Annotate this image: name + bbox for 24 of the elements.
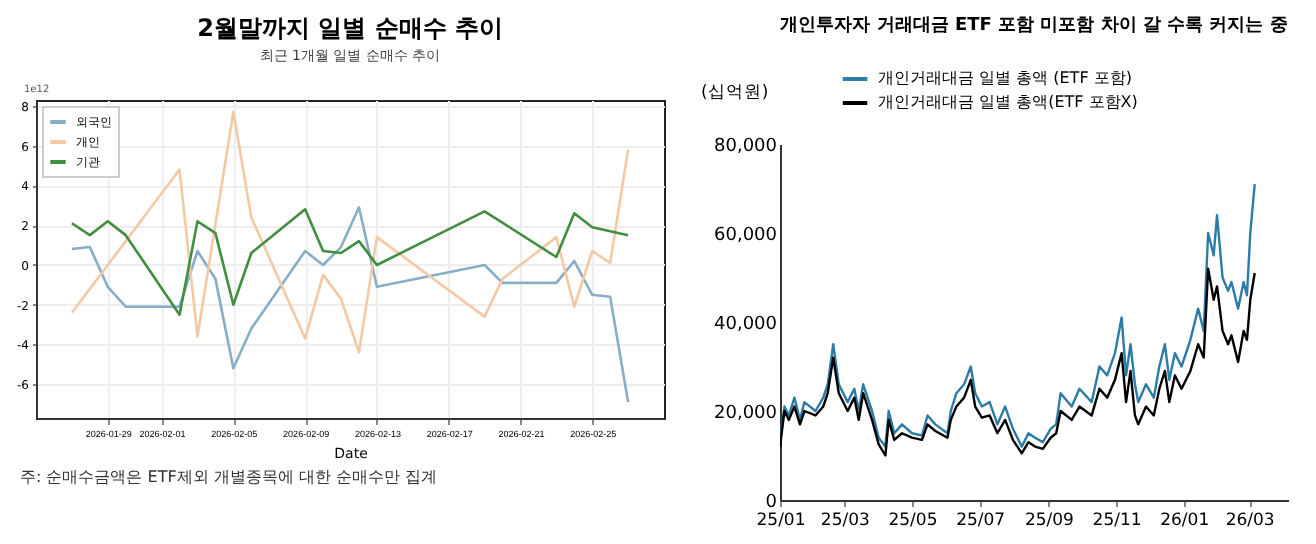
x-tick-label: 25/03 bbox=[820, 511, 870, 531]
x-tick-label: 25/09 bbox=[1024, 511, 1074, 531]
line-series bbox=[780, 182, 1256, 448]
y-tick-label: 80,000 bbox=[714, 137, 778, 157]
text: 주: 순매수금액은 ETF제외 개별종목에 대한 순매수만 집계 bbox=[20, 468, 439, 488]
y-axis-title: (십억원) bbox=[701, 83, 769, 103]
line-series bbox=[70, 110, 630, 354]
y-tick-label: 40,000 bbox=[714, 315, 778, 335]
y-tick-label: 60,000 bbox=[714, 226, 778, 246]
x-tick-label: 25/07 bbox=[956, 511, 1006, 531]
chart-title: 2월말까지 일별 순매수 추이 bbox=[197, 14, 503, 42]
x-tick-label: 25/05 bbox=[888, 511, 938, 531]
x-tick-label: 25/01 bbox=[756, 511, 806, 531]
x-tick-label: 26/01 bbox=[1160, 511, 1210, 531]
chart-title: 개인투자자 거래대금 ETF 포함 미포함 차이 갈 수록 커지는 중 bbox=[780, 16, 1288, 36]
y-tick-label: 0 bbox=[765, 493, 778, 513]
x-tick-label: 25/11 bbox=[1092, 511, 1142, 531]
line-series bbox=[70, 206, 630, 404]
legend-label: 개인거래대금 일별 총액 (ETF 포함) bbox=[878, 69, 1132, 87]
y-tick-label: 20,000 bbox=[714, 404, 778, 424]
legend-label: 개인거래대금 일별 총액(ETF 포함X) bbox=[878, 93, 1138, 111]
line-series bbox=[780, 267, 1256, 457]
x-tick-label: 26/03 bbox=[1225, 511, 1275, 531]
line-series bbox=[70, 208, 630, 316]
